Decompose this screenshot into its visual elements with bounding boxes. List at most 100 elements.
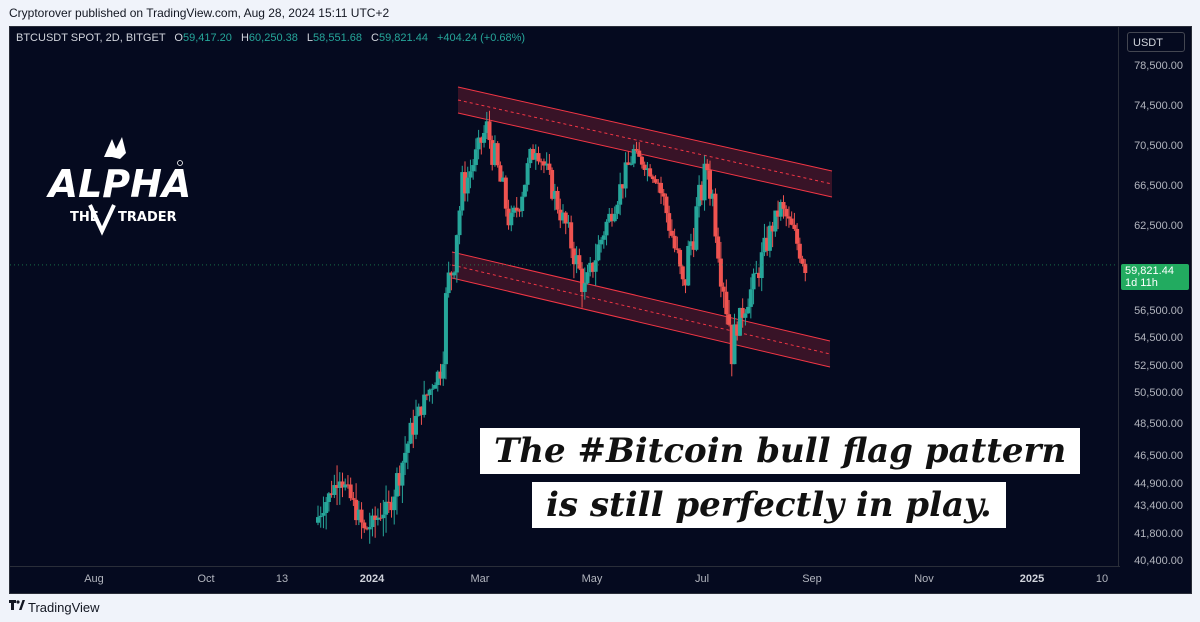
candle-up bbox=[759, 252, 764, 279]
candle-up bbox=[405, 443, 410, 453]
lower-channel-top-line bbox=[451, 251, 831, 342]
price-tick: 44,900.00 bbox=[1134, 478, 1183, 490]
candle-down bbox=[547, 163, 552, 170]
candle-up bbox=[482, 132, 487, 143]
candle-down bbox=[329, 493, 334, 495]
candle-down bbox=[539, 161, 544, 163]
candle-down bbox=[541, 161, 546, 166]
candle-up bbox=[392, 496, 397, 511]
candle-down bbox=[555, 190, 560, 210]
candle-down bbox=[362, 522, 367, 529]
candle-up bbox=[688, 241, 693, 246]
candle-down bbox=[708, 170, 712, 199]
candle-down bbox=[648, 168, 653, 177]
price-tick: 66,500.00 bbox=[1134, 180, 1183, 192]
candle-down bbox=[449, 272, 454, 276]
upper-channel-fill bbox=[458, 87, 832, 197]
candle-up bbox=[743, 313, 748, 318]
candle-down bbox=[786, 216, 791, 219]
logo-trader-text: TRADER bbox=[118, 210, 177, 225]
candle-down bbox=[490, 140, 495, 165]
candle-down bbox=[642, 164, 647, 170]
candle-down bbox=[716, 236, 721, 259]
candle-up bbox=[566, 222, 571, 224]
candle-down bbox=[683, 279, 688, 286]
candle-up bbox=[343, 484, 348, 488]
candle-up bbox=[732, 324, 737, 365]
candle-up bbox=[778, 201, 783, 217]
tradingview-logo-icon bbox=[9, 600, 25, 610]
candle-up bbox=[452, 272, 457, 276]
footer: TradingView bbox=[0, 594, 1200, 622]
candle-up bbox=[629, 163, 634, 165]
candle-up bbox=[492, 143, 497, 165]
candle-up bbox=[427, 389, 432, 395]
price-tick: 48,500.00 bbox=[1134, 418, 1183, 430]
close-value: 59,821.44 bbox=[379, 32, 428, 44]
candle-down bbox=[580, 268, 585, 292]
candle-down bbox=[386, 501, 391, 503]
candle-up bbox=[473, 149, 478, 166]
candle-down bbox=[373, 515, 378, 520]
candle-down bbox=[577, 255, 582, 269]
candle-up bbox=[751, 273, 756, 290]
candle-up bbox=[561, 212, 565, 221]
publish-header: Cryptorover published on TradingView.com… bbox=[0, 0, 1200, 26]
candle-down bbox=[765, 237, 770, 251]
lower-channel-bottom-line bbox=[451, 277, 831, 368]
candle-up bbox=[471, 165, 476, 172]
symbol-legend: BTCUSDT SPOT, 2D, BITGET O59,417.20 H60,… bbox=[16, 32, 525, 44]
candle-down bbox=[487, 121, 492, 141]
candlestick-plot[interactable] bbox=[10, 27, 1120, 569]
time-tick: 13 bbox=[275, 573, 289, 585]
candle-down bbox=[680, 266, 685, 280]
candle-up bbox=[321, 512, 326, 516]
candle-up bbox=[465, 177, 470, 194]
candle-up bbox=[446, 272, 451, 294]
candle-up bbox=[748, 289, 753, 307]
time-tick: Nov bbox=[914, 573, 934, 585]
candle-down bbox=[495, 143, 500, 166]
candle-down bbox=[419, 406, 424, 415]
candle-up bbox=[394, 473, 399, 497]
time-tick: 2025 bbox=[1019, 573, 1045, 585]
price-tick: 50,500.00 bbox=[1134, 387, 1183, 399]
candle-down bbox=[335, 485, 340, 489]
candle-down bbox=[517, 210, 522, 212]
candle-up bbox=[694, 206, 699, 250]
price-tick: 46,500.00 bbox=[1134, 450, 1183, 462]
price-tick: 52,500.00 bbox=[1134, 360, 1183, 372]
candle-down bbox=[803, 263, 808, 274]
candle-up bbox=[400, 462, 405, 486]
candle-down bbox=[365, 528, 369, 530]
caption-line-2: is still perfectly in play. bbox=[532, 482, 1006, 528]
currency-button[interactable]: USDT bbox=[1127, 32, 1185, 52]
candle-up bbox=[509, 212, 514, 226]
candle-down bbox=[354, 499, 359, 521]
candle-up bbox=[645, 168, 650, 170]
candle-up bbox=[433, 385, 438, 389]
candle-up bbox=[441, 364, 446, 379]
candle-up bbox=[767, 225, 772, 251]
candle-up bbox=[631, 149, 636, 164]
chart-panel[interactable]: BTCUSDT SPOT, 2D, BITGET O59,417.20 H60,… bbox=[9, 26, 1192, 594]
candle-up bbox=[408, 422, 413, 444]
candle-up bbox=[370, 515, 375, 528]
candle-down bbox=[378, 517, 383, 519]
candle-down bbox=[563, 212, 568, 224]
candle-down bbox=[463, 172, 467, 194]
candle-down bbox=[661, 193, 666, 197]
time-scale[interactable]: Aug Oct 13 2024 Mar May Jul Sep Nov 2025 10 bbox=[10, 566, 1120, 593]
candle-up bbox=[528, 148, 533, 164]
candle-down bbox=[735, 324, 740, 336]
candle-up bbox=[746, 306, 751, 314]
candle-down bbox=[610, 213, 614, 222]
candle-up bbox=[367, 527, 372, 530]
candle-up bbox=[582, 283, 587, 292]
footer-brand: TradingView bbox=[28, 600, 100, 615]
candle-down bbox=[656, 182, 661, 184]
open-value: 59,417.20 bbox=[182, 32, 232, 44]
close-label: C bbox=[371, 32, 379, 44]
price-scale[interactable]: USDT 78,500.00 74,500.00 70,500.00 66,500.0… bbox=[1118, 27, 1191, 569]
candle-down bbox=[776, 210, 781, 217]
